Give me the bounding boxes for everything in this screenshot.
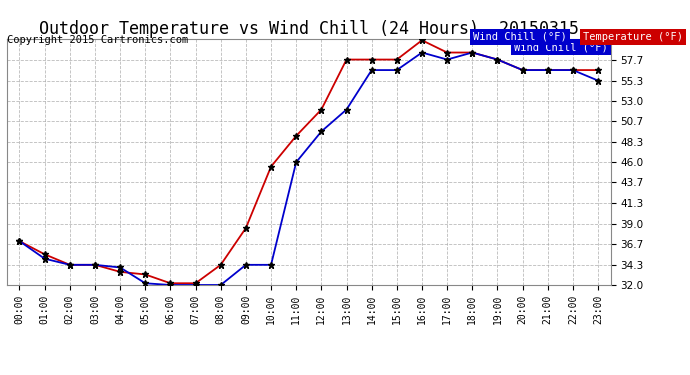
Text: Wind Chill (°F): Wind Chill (°F)	[514, 42, 608, 52]
Text: Copyright 2015 Cartronics.com: Copyright 2015 Cartronics.com	[7, 35, 188, 45]
Text: Temperature (°F): Temperature (°F)	[583, 32, 683, 42]
Title: Outdoor Temperature vs Wind Chill (24 Hours)  20150315: Outdoor Temperature vs Wind Chill (24 Ho…	[39, 20, 579, 38]
Text: Wind Chill (°F): Wind Chill (°F)	[473, 32, 566, 42]
